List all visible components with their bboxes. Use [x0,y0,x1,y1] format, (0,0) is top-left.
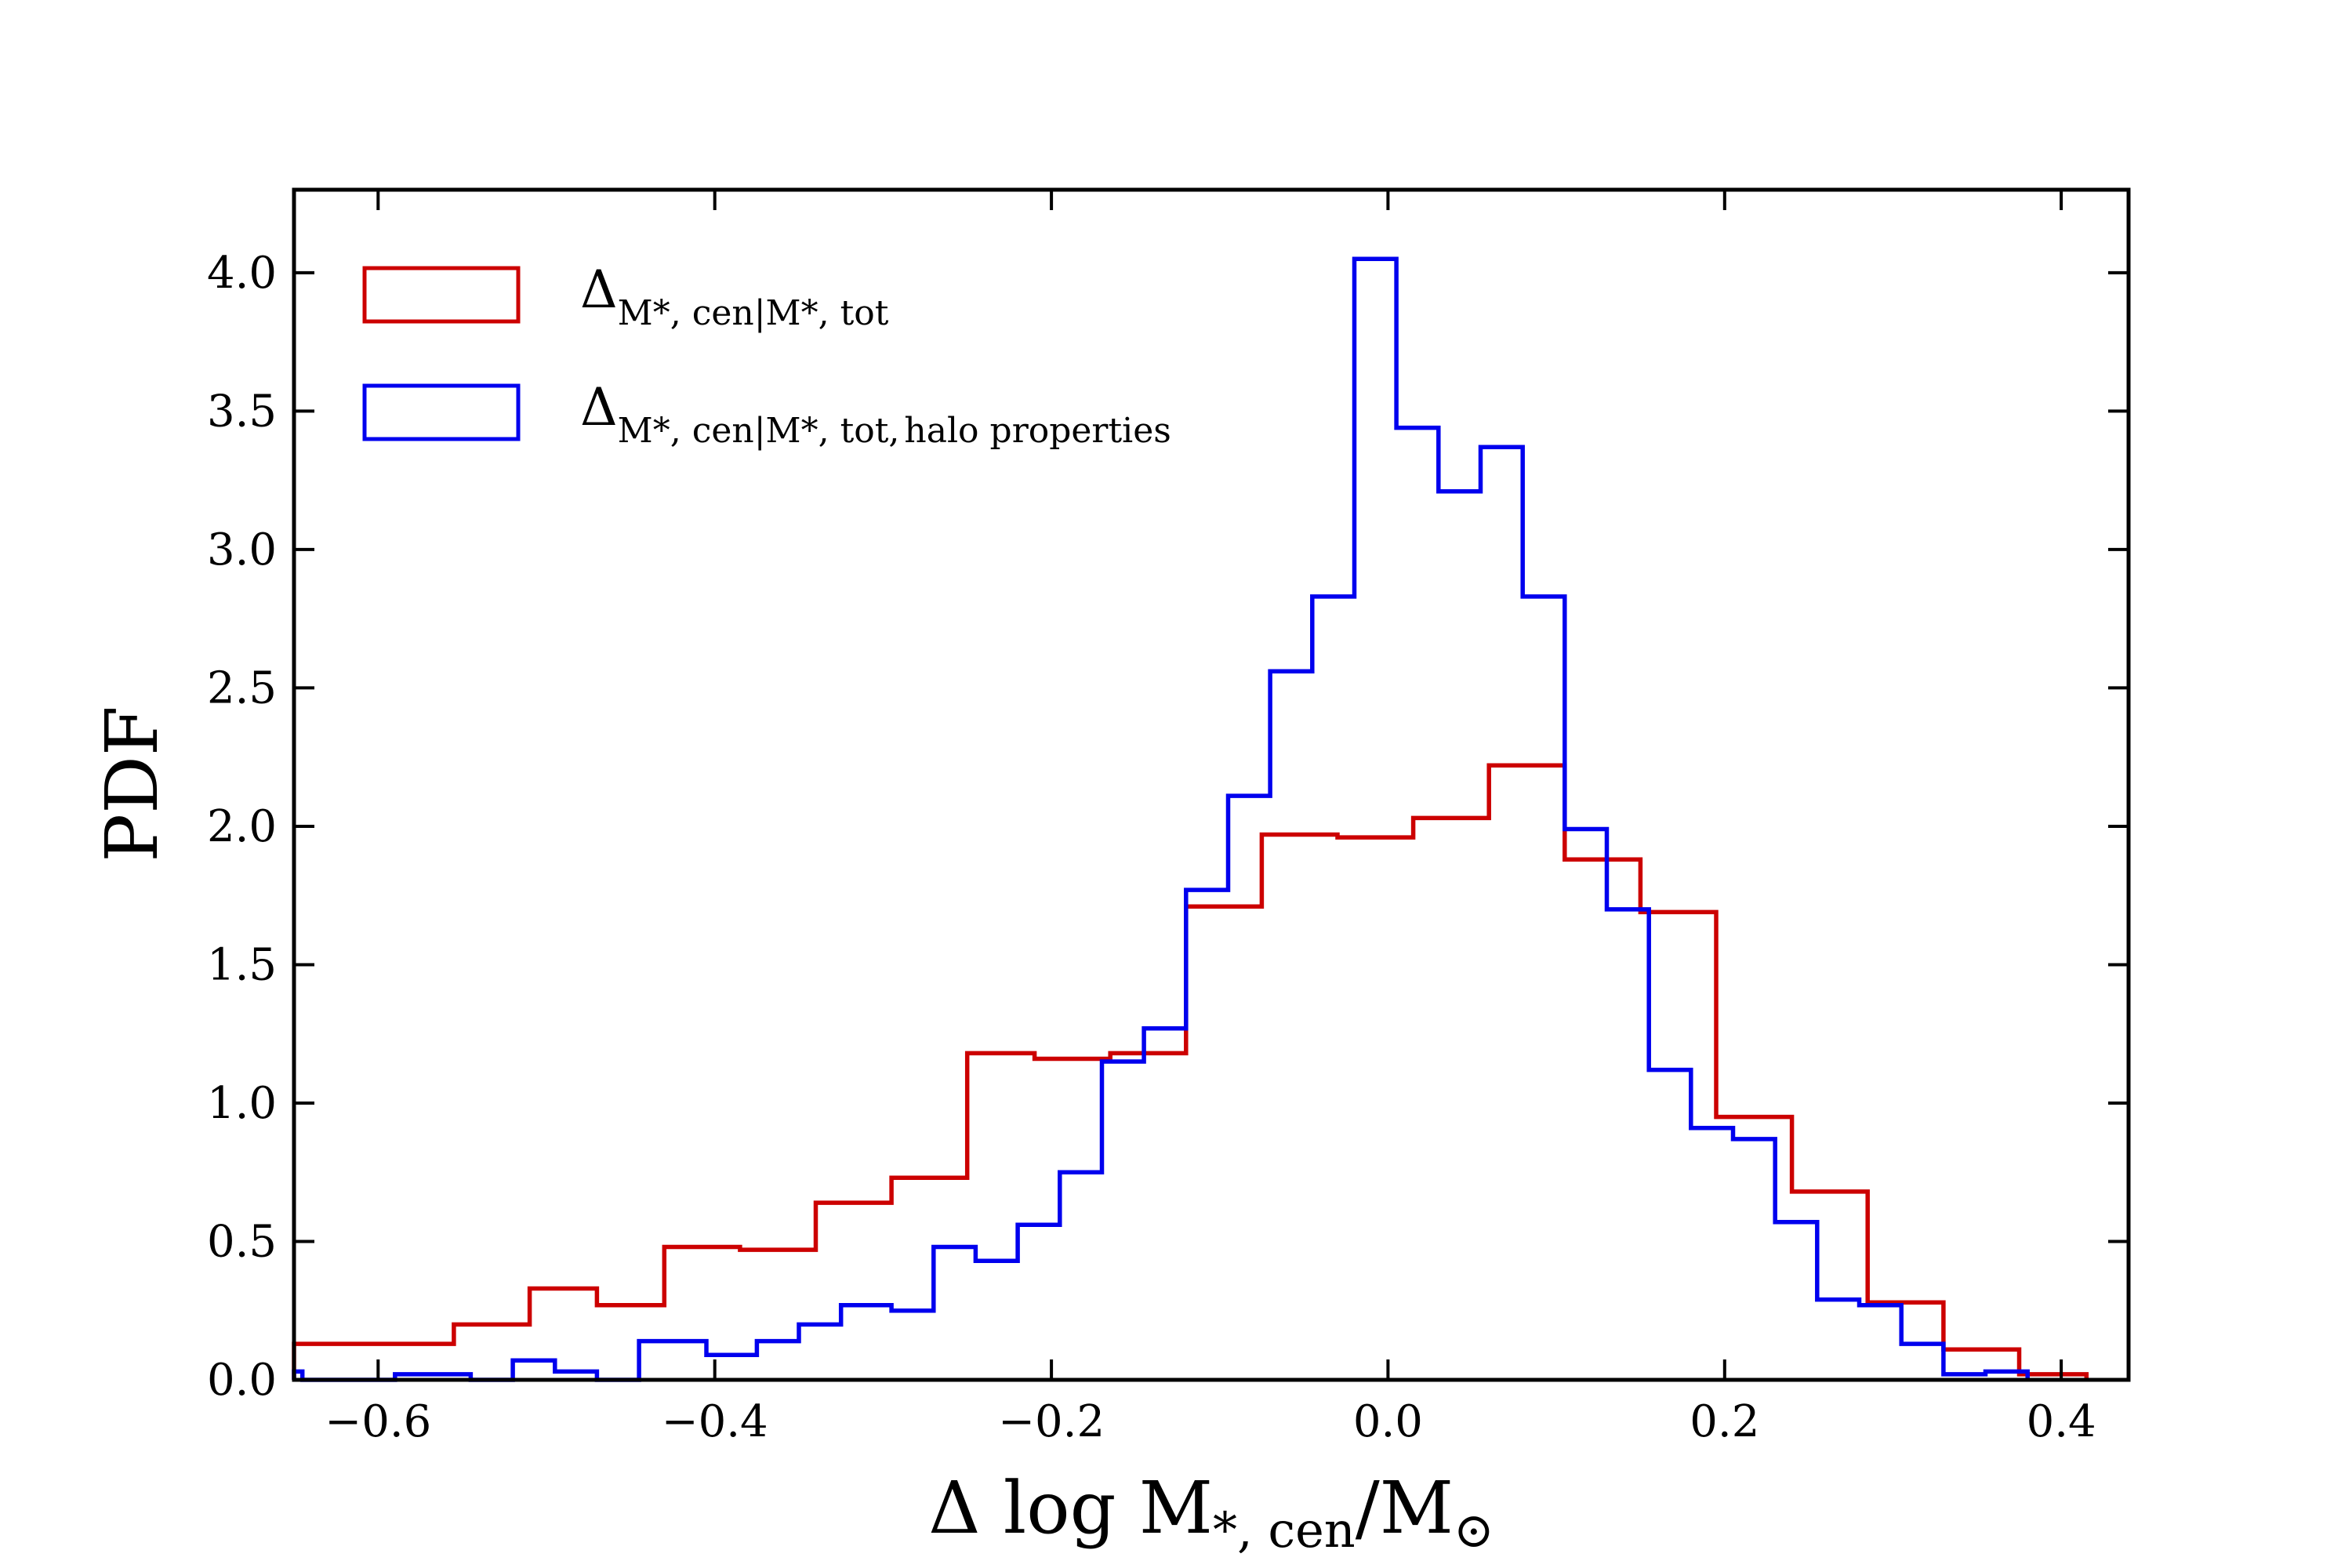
x-axis-title-sub: *, cen [1213,1501,1356,1559]
legend-swatch-blue [362,383,521,441]
y-tick-label: 2.5 [207,662,277,713]
x-axis-title-suffix: /M [1356,1466,1454,1550]
x-tick-label: −0.4 [662,1396,768,1447]
histogram-series-red [292,763,2089,1380]
x-tick-label: −0.6 [325,1396,431,1447]
y-tick-label: 3.5 [207,386,277,437]
y-tick-label: 4.0 [207,248,277,299]
plot-frame [292,187,2131,1382]
y-tick-label: 1.0 [207,1078,277,1129]
y-tick-label: 1.5 [207,940,277,991]
y-tick-label: 0.0 [207,1355,277,1406]
legend: ΔM*, cen|M*, tot ΔM*, cen|M*, tot, halo p… [362,260,1171,451]
legend-red-sub: M*, cen|M*, tot [618,293,889,333]
x-tick-label: 0.4 [2027,1396,2096,1447]
y-tick-label: 3.0 [207,524,277,575]
ticks-layer: −0.6 −0.4 −0.2 0.0 0.2 0.4 0.0 0.5 1.0 1.5 2.0 2.5 3… [207,190,2129,1447]
y-tick-label: 0.5 [207,1217,277,1268]
legend-swatch-red [362,266,521,324]
legend-red-main: Δ [580,260,618,320]
legend-label-red: ΔM*, cen|M*, tot [580,260,889,333]
x-axis-title: Δ log M*, cen/M⊙ [928,1466,1494,1559]
x-tick-label: 0.0 [1353,1396,1423,1447]
y-axis-title: PDF [90,706,174,862]
y-tick-label: 2.0 [207,801,277,852]
x-axis-title-sub2: ⊙ [1454,1501,1494,1559]
legend-blue-sub: M*, cen|M*, tot, [618,411,900,451]
legend-blue-tail: halo properties [904,411,1171,451]
x-axis-title-prefix: Δ log M [928,1466,1213,1550]
x-tick-label: −0.2 [998,1396,1105,1447]
legend-label-blue: ΔM*, cen|M*, tot, halo properties [580,377,1171,451]
legend-blue-main: Δ [580,377,618,437]
x-tick-label: 0.2 [1690,1396,1759,1447]
